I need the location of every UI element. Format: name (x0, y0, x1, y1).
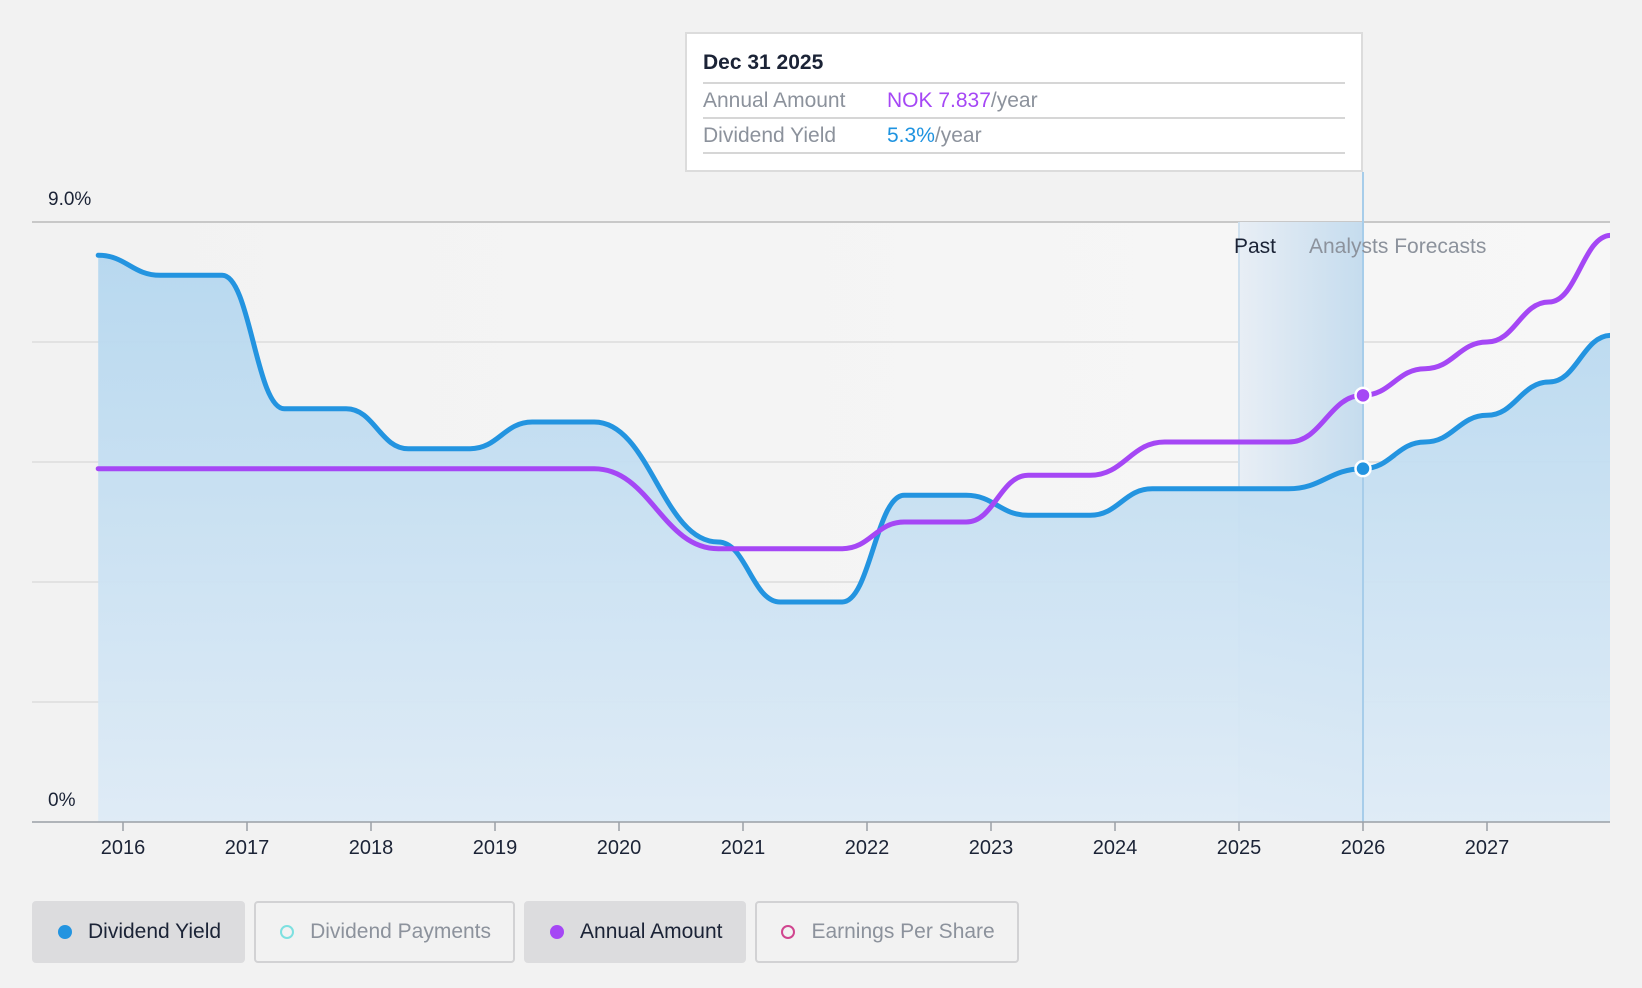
legend-label: Annual Amount (580, 920, 723, 943)
dividend-chart: 9.0% 0% Past Analysts Forecasts 2016 2017… (32, 172, 1610, 859)
x-tick-label: 2020 (597, 837, 642, 859)
annual-amount-dot-icon (550, 925, 565, 939)
x-tick-label: 2016 (101, 837, 146, 859)
dividend-yield-line (95, 252, 1610, 605)
x-tick-label: 2022 (845, 837, 890, 859)
x-tick-label: 2023 (969, 837, 1014, 859)
tooltip-key: Dividend Yield (703, 124, 837, 147)
area-layer (98, 255, 1610, 822)
dividend-yield-dot-icon (58, 925, 72, 939)
forecast-label: Analysts Forecasts (1309, 235, 1486, 258)
highlight-markers (1354, 172, 1372, 822)
x-tick-label: 2017 (225, 837, 270, 859)
legend-label: Dividend Yield (88, 920, 222, 943)
annual-amount-highlight-point (1354, 386, 1372, 405)
line-layer (95, 232, 1610, 605)
dividend-payments-ring-icon (280, 925, 295, 939)
legend-earnings-per-share-button[interactable]: Earnings Per Share (755, 901, 1019, 963)
tooltip: Dec 31 2025 Annual Amount NOK 7.837 /yea… (685, 32, 1363, 172)
legend: Dividend Yield Dividend Payments Annual … (32, 901, 1019, 963)
dividend-yield-area (98, 255, 1610, 822)
y-axis-bottom-label: 0% (48, 790, 76, 811)
y-axis-top-label: 9.0% (48, 189, 91, 210)
tooltip-unit: /year (990, 89, 1038, 112)
x-tick-label: 2026 (1341, 837, 1386, 859)
earnings-per-share-ring-icon (781, 925, 796, 939)
tooltip-value: NOK 7.837 (887, 89, 991, 112)
legend-label: Dividend Payments (310, 920, 492, 943)
tooltip-value: 5.3% (887, 124, 935, 147)
tooltip-date: Dec 31 2025 (703, 48, 1345, 84)
legend-dividend-yield-button[interactable]: Dividend Yield (32, 901, 246, 963)
tooltip-unit: /year (934, 124, 982, 147)
x-tick-label: 2019 (473, 837, 518, 859)
tooltip-row-dividend-yield: Dividend Yield 5.3% /year (703, 119, 1345, 154)
x-tick-label: 2025 (1217, 837, 1262, 859)
x-tick-label: 2021 (721, 837, 766, 859)
x-axis: 2016 2017 2018 2019 2020 2021 2022 2023 2024 2025… (32, 821, 1610, 859)
tooltip-key: Annual Amount (703, 89, 846, 112)
legend-dividend-payments-button[interactable]: Dividend Payments (254, 901, 516, 963)
tooltip-row-annual-amount: Annual Amount NOK 7.837 /year (703, 84, 1345, 119)
x-tick-label: 2018 (349, 837, 394, 859)
x-tick-label: 2024 (1093, 837, 1138, 859)
x-tick-label: 2027 (1465, 837, 1510, 859)
annual-amount-line (95, 232, 1610, 552)
dividend-yield-highlight-point (1354, 459, 1372, 478)
legend-annual-amount-button[interactable]: Annual Amount (524, 901, 747, 963)
legend-label: Earnings Per Share (811, 920, 995, 943)
past-label: Past (1234, 235, 1276, 258)
